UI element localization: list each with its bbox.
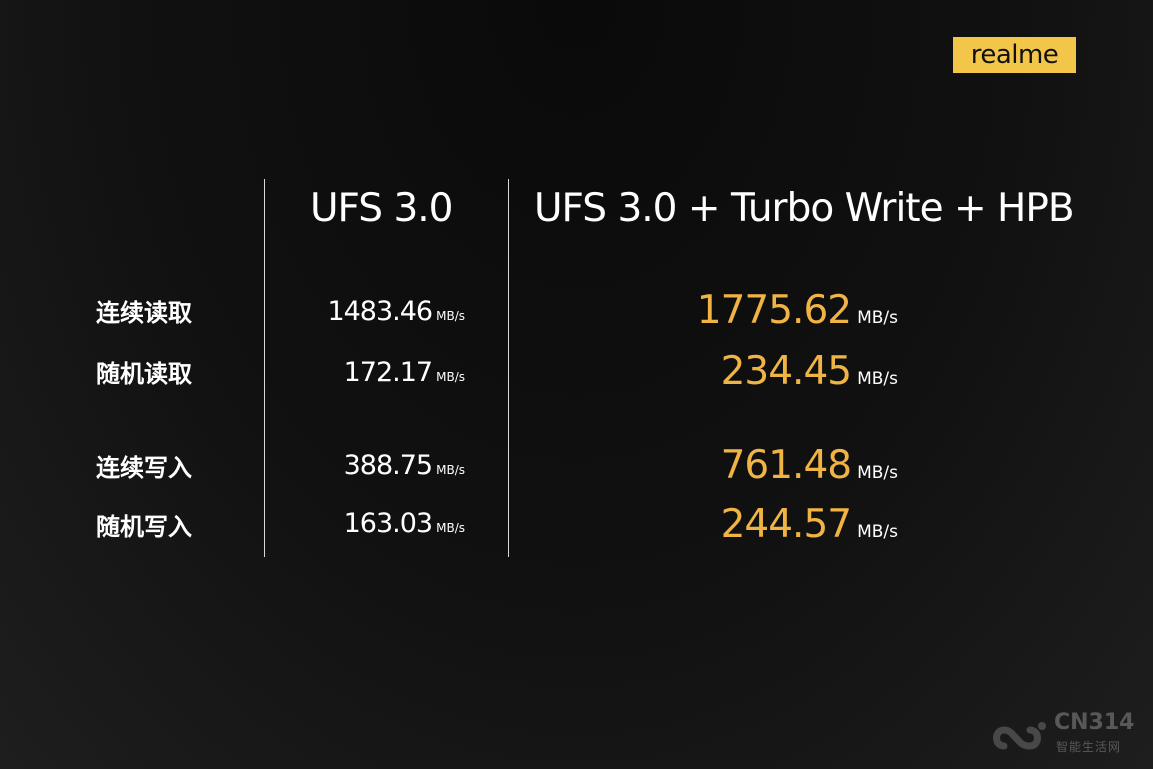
value-unit: MB/s <box>436 521 465 535</box>
value-unit: MB/s <box>857 369 898 389</box>
value-number: 388.75 <box>343 450 433 481</box>
value-unit: MB/s <box>857 308 898 328</box>
turbo-random-read-value: 234.45 MB/s <box>721 349 898 394</box>
value-number: 234.45 <box>720 349 852 394</box>
watermark-brand: CN314 <box>1054 710 1135 735</box>
value-unit: MB/s <box>436 370 465 384</box>
value-number: 1483.46 <box>327 296 433 327</box>
value-number: 761.48 <box>720 443 852 488</box>
turbo-sequential-read-value: 1775.62 MB/s <box>697 288 898 333</box>
value-number: 163.03 <box>343 508 433 539</box>
row-label-sequential-read: 连续读取 <box>96 299 192 327</box>
value-unit: MB/s <box>436 463 465 477</box>
turbo-random-write-value: 244.57 MB/s <box>721 502 898 547</box>
column-divider-2 <box>508 179 509 557</box>
value-unit: MB/s <box>857 463 898 483</box>
column-divider-1 <box>264 179 265 557</box>
ufs30-random-write-value: 163.03 MB/s <box>344 508 465 539</box>
logo-text: realme <box>970 40 1059 70</box>
column-header-ufs30-turbo-hpb: UFS 3.0 + Turbo Write + HPB <box>534 186 1075 231</box>
realme-logo: realme <box>953 37 1076 73</box>
ufs30-random-read-value: 172.17 MB/s <box>344 357 465 388</box>
turbo-sequential-write-value: 761.48 MB/s <box>721 443 898 488</box>
watermark: CN314 智能生活网 <box>990 710 1140 758</box>
ufs30-sequential-write-value: 388.75 MB/s <box>344 450 465 481</box>
value-number: 1775.62 <box>696 288 852 333</box>
row-label-random-write: 随机写入 <box>96 513 192 541</box>
value-number: 244.57 <box>720 502 852 547</box>
value-unit: MB/s <box>436 309 465 323</box>
watermark-subtitle: 智能生活网 <box>1056 740 1122 754</box>
cn314-logo-icon <box>993 722 1046 750</box>
row-label-sequential-write: 连续写入 <box>96 454 192 482</box>
value-number: 172.17 <box>343 357 433 388</box>
row-label-random-read: 随机读取 <box>96 360 192 388</box>
column-header-ufs30: UFS 3.0 <box>310 186 453 231</box>
value-unit: MB/s <box>857 522 898 542</box>
ufs30-sequential-read-value: 1483.46 MB/s <box>327 296 465 327</box>
